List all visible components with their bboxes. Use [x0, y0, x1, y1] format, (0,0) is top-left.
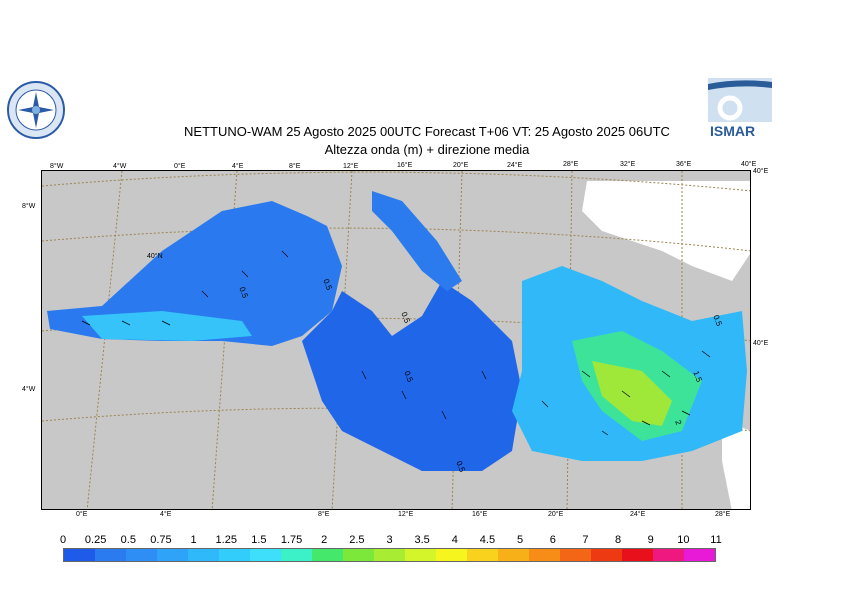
top-tick-10: 32°E — [620, 161, 636, 168]
legend-label-8: 2 — [321, 534, 328, 546]
tick-right-mid: 40°E — [753, 340, 769, 347]
legend-swatch-6 — [250, 549, 281, 561]
legend-swatch-4 — [188, 549, 219, 561]
bottom-tick-7: 28°E — [715, 511, 731, 518]
legend-swatch-8 — [312, 549, 343, 561]
legend-label-3: 0.75 — [150, 534, 172, 546]
western-basin — [47, 201, 342, 346]
top-tick-1: 4°W — [113, 163, 127, 170]
legend-label-13: 4.5 — [479, 534, 496, 546]
legend-swatch-9 — [343, 549, 374, 561]
bottom-tick-5: 20°E — [548, 511, 564, 518]
legend-swatch-2 — [126, 549, 157, 561]
legend-swatch-1 — [95, 549, 126, 561]
top-tick-9: 28°E — [563, 161, 579, 168]
tyrrhenian-ionian — [302, 281, 522, 471]
legend-swatch-12 — [436, 549, 467, 561]
top-tick-4: 8°E — [289, 163, 301, 170]
legend-label-16: 7 — [582, 534, 589, 546]
legend-label-0: 0 — [59, 534, 67, 546]
adriatic — [372, 191, 462, 291]
tick-left-bottom: 4°W — [22, 386, 36, 393]
map-title: NETTUNO-WAM 25 Agosto 2025 00UTC Forecas… — [184, 124, 670, 139]
legend-swatch-16 — [560, 549, 591, 561]
legend-label-19: 10 — [677, 534, 690, 546]
legend-swatch-15 — [529, 549, 560, 561]
bottom-tick-1: 4°E — [160, 511, 172, 518]
top-tick-6: 16°E — [397, 162, 413, 169]
wave-height-map[interactable] — [41, 170, 751, 510]
top-tick-5: 12°E — [343, 163, 359, 170]
crete-south-high — [592, 361, 672, 426]
legend-label-2: 0.5 — [120, 534, 136, 546]
legend-swatch-18 — [622, 549, 653, 561]
legend-label-15: 6 — [549, 534, 556, 546]
bottom-tick-3: 12°E — [398, 511, 414, 518]
legend-label-5: 1.25 — [215, 534, 237, 546]
top-tick-8: 24°E — [507, 162, 523, 169]
legend-label-9: 2.5 — [349, 534, 365, 546]
tick-right-top: 40°E — [753, 168, 769, 175]
legend-swatch-11 — [405, 549, 436, 561]
legend-label-7: 1.75 — [280, 534, 303, 546]
balearic — [82, 311, 252, 341]
legend-swatch-5 — [219, 549, 250, 561]
top-tick-12: 40°E — [741, 161, 757, 168]
legend-colorbar — [63, 548, 716, 562]
legend-swatch-19 — [653, 549, 684, 561]
legend-swatch-7 — [281, 549, 312, 561]
legend-swatch-17 — [591, 549, 622, 561]
legend-label-4: 1 — [190, 534, 197, 546]
legend-swatch-3 — [157, 549, 188, 561]
tick-left-top: 8°W — [22, 203, 36, 210]
bottom-tick-6: 24°E — [630, 511, 646, 518]
map-subtitle: Altezza onda (m) + direzione media — [324, 142, 530, 157]
legend-swatch-14 — [498, 549, 529, 561]
bottom-tick-0: 0°E — [76, 511, 88, 518]
top-tick-11: 36°E — [676, 161, 692, 168]
legend-swatch-0 — [64, 549, 95, 561]
legend-label-6: 1.5 — [251, 534, 267, 546]
top-tick-7: 20°E — [453, 162, 469, 169]
top-tick-3: 4°E — [232, 163, 244, 170]
legend-label-14: 5 — [517, 534, 524, 546]
legend-label-17: 8 — [614, 534, 622, 546]
legend-label-1: 0.25 — [84, 534, 107, 546]
legend-swatch-13 — [467, 549, 498, 561]
top-tick-0: 8°W — [50, 163, 64, 170]
legend-swatch-20 — [684, 549, 715, 561]
tick-inner-lat: 40°N — [147, 253, 163, 260]
legend-label-18: 9 — [647, 534, 654, 546]
logo-left — [4, 80, 68, 140]
bottom-tick-4: 16°E — [472, 511, 488, 518]
legend-swatch-10 — [374, 549, 405, 561]
legend-label-12: 4 — [451, 534, 458, 546]
logo-right: ISMAR — [708, 78, 772, 142]
bottom-tick-2: 8°E — [318, 511, 330, 518]
legend-label-10: 3 — [386, 534, 393, 546]
legend-label-20: 11 — [710, 534, 722, 546]
legend-label-11: 3.5 — [414, 534, 430, 546]
top-tick-2: 0°E — [174, 163, 186, 170]
svg-text:ISMAR: ISMAR — [710, 123, 755, 139]
